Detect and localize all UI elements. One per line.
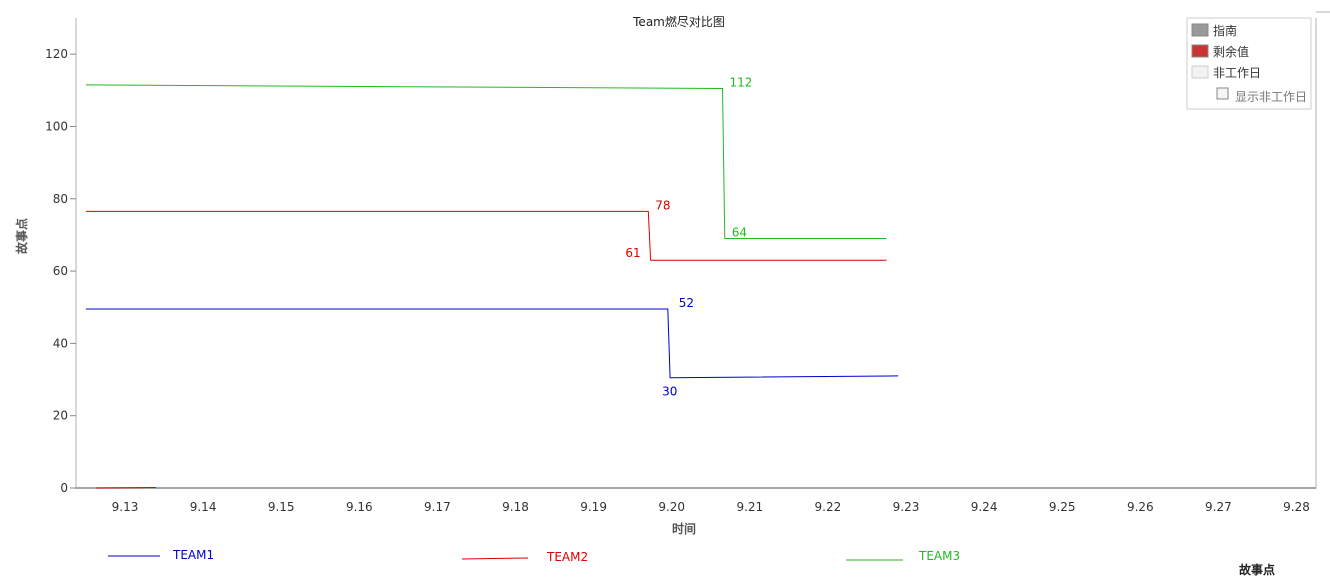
x-tick-label: 9.20 [658,500,685,514]
x-tick-label: 9.22 [815,500,842,514]
legend-swatch-remaining [1191,44,1209,58]
x-tick-label: 9.13 [112,500,139,514]
x-axis-ticks: 9.13 9.14 9.15 9.16 9.17 9.18 9.19 9.20 9.21 9.22… [112,500,1310,514]
y-tick-label: 80 [53,192,68,206]
data-label-team2: 78 [655,198,670,212]
legend-label-nonworking: 非工作日 [1213,66,1261,80]
data-label-team1: 30 [662,385,677,399]
x-tick-label: 9.21 [736,500,763,514]
legend-item-nonworking: 非工作日 [1191,65,1261,80]
chart-title: Team燃尽对比图 [632,14,725,29]
x-tick-label: 9.24 [971,500,998,514]
legend-swatch-guide [1191,23,1209,37]
bottom-legend-label-team2: TEAM2 [546,550,588,564]
bottom-legend-team1: TEAM1 [108,548,214,562]
data-label-team2: 61 [625,246,640,260]
legend-item-guide: 指南 [1191,23,1237,38]
data-labels: 52 30 78 61 112 64 [625,76,752,399]
y-tick-label: 40 [53,336,68,350]
bottom-legend-team3: TEAM3 [846,549,960,563]
show-nonworking-checkbox[interactable] [1216,87,1229,100]
bottom-legend: TEAM1 TEAM2 TEAM3 [108,548,960,564]
x-tick-label: 9.26 [1127,500,1154,514]
y-tick-label: 120 [45,47,68,61]
x-tick-label: 9.15 [268,500,295,514]
y-tick-label: 20 [53,409,68,423]
bottom-legend-label-team3: TEAM3 [918,549,960,563]
x-tick-label: 9.18 [502,500,529,514]
show-nonworking-toggle[interactable]: 显示非工作日 [1216,87,1307,104]
bottom-legend-team2: TEAM2 [461,550,588,564]
series-lines [85,84,899,379]
data-label-team3: 64 [732,226,747,240]
y-tick-label: 100 [45,119,68,133]
series-line-team2 [85,210,887,261]
y-axis-title: 故事点 [14,218,29,254]
legend-box: 指南 剩余值 非工作日 显示非工作日 [1186,17,1312,110]
x-axis-title: 时间 [672,521,696,536]
legend-swatch-nonworking [1191,65,1209,79]
y-tick-label: 60 [53,264,68,278]
y-tick-label: 0 [60,481,68,495]
x-tick-label: 9.25 [1049,500,1076,514]
x-tick-label: 9.23 [893,500,920,514]
baseline-marker [95,487,157,489]
legend-label-guide: 指南 [1213,23,1237,38]
show-nonworking-label[interactable]: 显示非工作日 [1235,90,1307,104]
legend-item-remaining: 剩余值 [1191,44,1249,59]
data-label-team3: 112 [729,76,752,90]
x-tick-label: 9.14 [190,500,217,514]
x-tick-label: 9.17 [424,500,451,514]
bottom-legend-line-team2 [461,557,529,560]
y-axis-ticks: 0 20 40 60 80 100 120 [45,47,76,495]
x-tick-label: 9.28 [1283,500,1310,514]
x-tick-label: 9.19 [580,500,607,514]
bottom-legend-label-team1: TEAM1 [172,548,214,562]
series-line-team1 [85,308,899,379]
data-label-team1: 52 [679,296,694,310]
x-tick-label: 9.16 [346,500,373,514]
series-line-team3 [85,84,887,239]
legend-label-remaining: 剩余值 [1213,44,1249,59]
x-tick-label: 9.27 [1205,500,1232,514]
corner-axis-label: 故事点 [1239,562,1275,577]
